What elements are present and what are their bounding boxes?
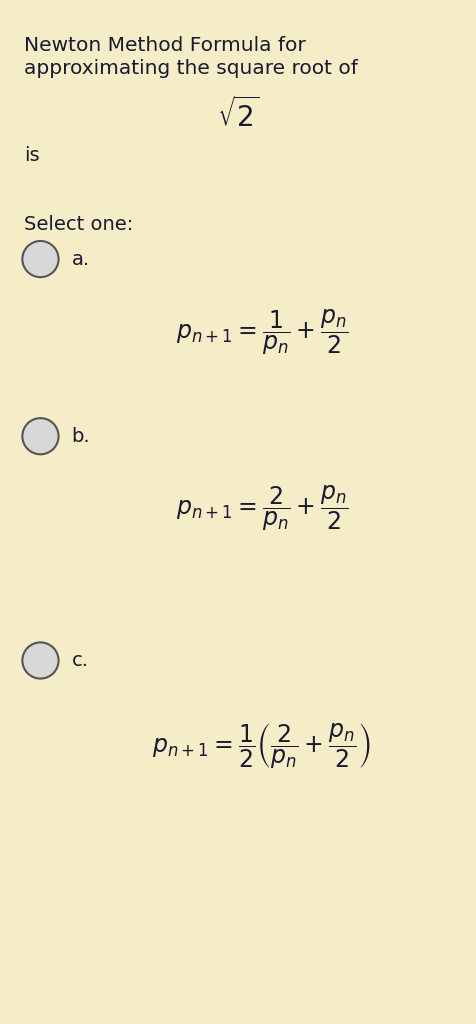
Text: b.: b.: [71, 427, 90, 445]
Text: Select one:: Select one:: [24, 215, 133, 234]
Text: $\sqrt{2}$: $\sqrt{2}$: [217, 97, 259, 133]
Ellipse shape: [22, 642, 59, 679]
Ellipse shape: [22, 241, 59, 278]
Text: is: is: [24, 146, 40, 166]
Text: c.: c.: [71, 651, 89, 670]
Text: $p_{n+1} = \dfrac{2}{p_n} + \dfrac{p_n}{2}$: $p_{n+1} = \dfrac{2}{p_n} + \dfrac{p_n}{…: [176, 483, 348, 532]
Text: $p_{n+1} = \dfrac{1}{p_n} + \dfrac{p_n}{2}$: $p_{n+1} = \dfrac{1}{p_n} + \dfrac{p_n}{…: [176, 307, 348, 356]
Text: a.: a.: [71, 250, 89, 268]
Text: $p_{n+1} = \dfrac{1}{2}\left(\dfrac{2}{p_n} + \dfrac{p_n}{2}\right)$: $p_{n+1} = \dfrac{1}{2}\left(\dfrac{2}{p…: [152, 722, 371, 771]
Text: Newton Method Formula for: Newton Method Formula for: [24, 36, 306, 55]
Ellipse shape: [22, 418, 59, 455]
Text: approximating the square root of: approximating the square root of: [24, 59, 357, 79]
